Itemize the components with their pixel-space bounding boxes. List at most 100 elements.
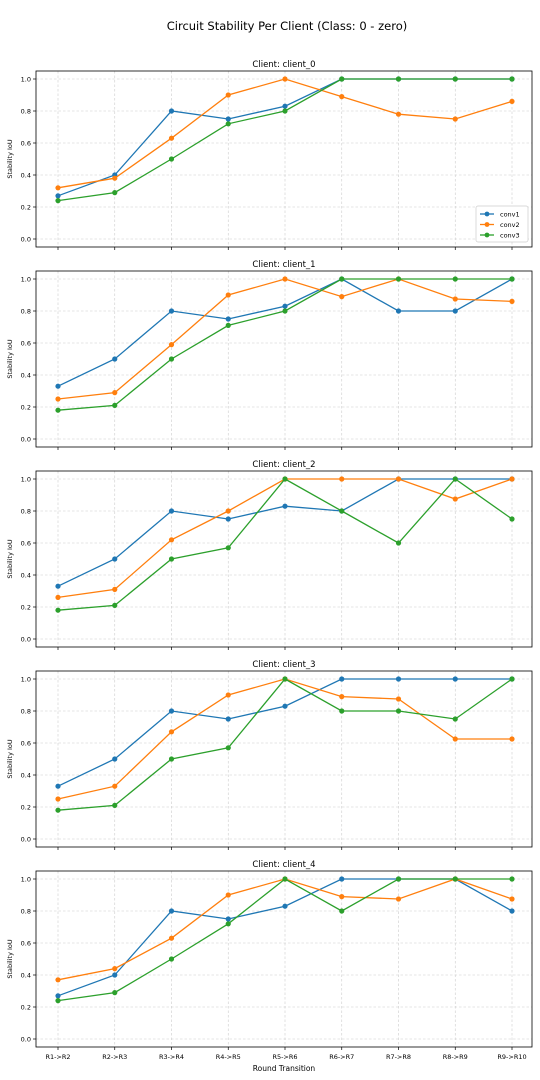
data-point-conv1 — [225, 516, 231, 522]
data-point-conv1 — [339, 676, 345, 682]
legend-marker — [484, 232, 490, 238]
data-point-conv2 — [55, 594, 61, 601]
data-point-conv3 — [225, 545, 231, 551]
data-point-conv1 — [282, 903, 288, 909]
x-tick-label: R3->R4 — [159, 1053, 184, 1061]
data-point-conv1 — [55, 383, 61, 389]
y-tick-label: 0.6 — [21, 540, 31, 548]
data-point-conv3 — [225, 121, 231, 127]
data-point-conv2 — [225, 292, 231, 298]
y-tick-label: 1.0 — [21, 876, 31, 884]
data-point-conv2 — [225, 692, 231, 698]
data-point-conv3 — [395, 76, 402, 82]
data-point-conv2 — [168, 935, 175, 941]
data-point-conv2 — [112, 390, 118, 396]
data-point-conv3 — [452, 876, 458, 882]
data-point-conv1 — [55, 583, 61, 589]
y-tick-label: 0.2 — [21, 604, 31, 612]
subplot-title: Client: client_2 — [252, 460, 315, 470]
y-axis-label: Stability IoU — [6, 539, 14, 579]
x-tick-label: R2->R3 — [102, 1053, 127, 1061]
y-axis-label: Stability IoU — [6, 339, 14, 379]
data-point-conv2 — [55, 796, 61, 802]
data-point-conv3 — [509, 516, 515, 522]
data-point-conv2 — [339, 294, 345, 300]
data-point-conv2 — [225, 92, 231, 98]
data-point-conv1 — [112, 556, 118, 562]
data-point-conv3 — [509, 76, 515, 82]
series-line-conv1 — [57, 878, 513, 997]
data-point-conv1 — [509, 908, 515, 914]
data-point-conv3 — [168, 356, 175, 362]
data-point-conv2 — [395, 896, 402, 902]
y-axis-label: Stability IoU — [6, 739, 14, 779]
data-point-conv1 — [395, 308, 402, 314]
data-point-conv3 — [112, 802, 118, 809]
y-tick-label: 0.2 — [21, 804, 31, 812]
data-point-conv3 — [225, 322, 231, 328]
data-point-conv3 — [395, 276, 402, 282]
data-point-conv2 — [55, 396, 61, 402]
y-tick-label: 0.2 — [21, 1004, 31, 1012]
data-point-conv1 — [225, 116, 231, 122]
figure-title: Circuit Stability Per Client (Class: 0 -… — [167, 19, 407, 33]
y-tick-label: 0.0 — [21, 636, 31, 644]
y-tick-label: 0.8 — [21, 708, 31, 716]
data-point-conv2 — [168, 135, 175, 141]
y-tick-label: 0.0 — [21, 1036, 31, 1044]
series-line-conv1 — [57, 78, 512, 197]
subplot-title: Client: client_1 — [252, 260, 315, 270]
data-point-conv2 — [55, 977, 61, 983]
data-point-conv3 — [112, 990, 118, 996]
y-tick-label: 0.0 — [21, 836, 31, 844]
data-point-conv1 — [112, 756, 118, 762]
legend-label: conv3 — [500, 232, 520, 240]
data-point-conv3 — [168, 556, 175, 562]
y-tick-label: 0.8 — [21, 308, 31, 316]
subplot-3: Client: client_3 0.0 0.2 0.4 0.6 0.8 1.0 Stabil… — [6, 660, 533, 850]
data-point-conv3 — [282, 676, 288, 682]
data-point-conv3 — [225, 745, 231, 751]
data-point-conv1 — [112, 356, 118, 362]
y-tick-label: 0.0 — [21, 236, 31, 244]
data-point-conv3 — [225, 921, 231, 927]
data-point-conv2 — [509, 896, 515, 902]
data-point-conv3 — [339, 708, 345, 714]
y-tick-label: 0.2 — [21, 404, 31, 412]
data-point-conv1 — [395, 676, 402, 682]
data-point-conv2 — [55, 185, 61, 191]
x-tick-label: R1->R2 — [45, 1053, 70, 1061]
data-point-conv3 — [509, 276, 515, 282]
data-point-conv2 — [395, 696, 402, 702]
data-point-conv3 — [339, 508, 345, 514]
legend-marker — [484, 211, 490, 217]
subplots: Client: client_0 0.0 0.2 0.4 0.6 0.8 1.0 Stabil… — [6, 60, 533, 1061]
data-point-conv1 — [55, 193, 61, 199]
data-point-conv3 — [55, 198, 61, 204]
data-point-conv1 — [168, 708, 175, 714]
data-point-conv1 — [225, 916, 231, 922]
data-point-conv1 — [339, 876, 345, 882]
data-point-conv2 — [225, 508, 231, 514]
data-point-conv3 — [452, 276, 458, 282]
data-point-conv3 — [452, 76, 458, 82]
data-point-conv3 — [339, 76, 345, 82]
data-point-conv2 — [509, 98, 515, 104]
x-tick-label: R5->R6 — [272, 1053, 297, 1061]
data-point-conv3 — [168, 956, 175, 962]
data-point-conv1 — [168, 508, 175, 514]
y-tick-label: 0.4 — [21, 572, 31, 580]
x-tick-label: R8->R9 — [443, 1053, 468, 1061]
data-point-conv3 — [339, 276, 345, 282]
subplot-0: Client: client_0 0.0 0.2 0.4 0.6 0.8 1.0 Stabil… — [6, 60, 533, 250]
y-tick-label: 0.8 — [21, 108, 31, 116]
y-tick-label: 0.4 — [21, 172, 31, 180]
x-tick-label: R6->R7 — [329, 1053, 354, 1061]
data-point-conv2 — [168, 729, 175, 735]
y-tick-label: 1.0 — [21, 76, 31, 84]
data-point-conv3 — [395, 708, 402, 714]
subplot-title: Client: client_3 — [252, 660, 315, 670]
subplot-4: Client: client_4 0.0 0.2 0.4 0.6 0.8 1.0 Stabil… — [6, 860, 533, 1061]
subplot-title: Client: client_0 — [252, 60, 315, 70]
